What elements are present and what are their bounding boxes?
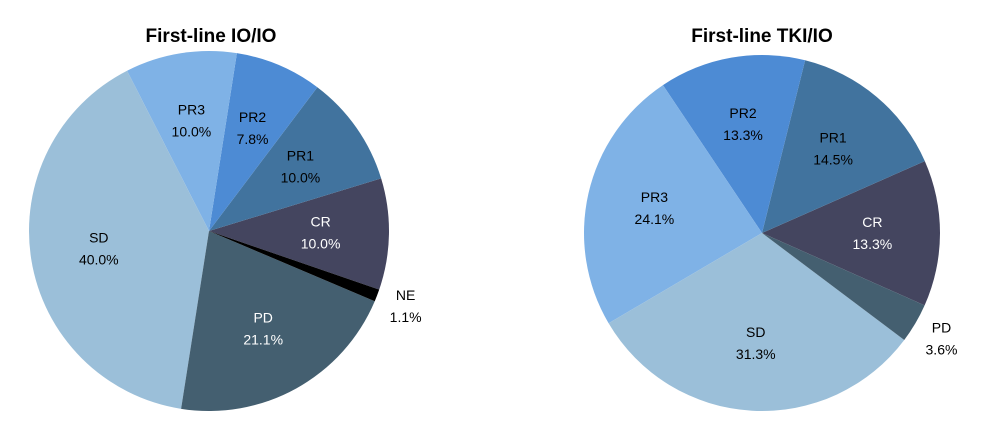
slice-value-label: 31.3% [736, 346, 776, 362]
slice-value-label: 24.1% [635, 211, 675, 227]
pie-slice [608, 233, 905, 411]
slice-label: PR2 [239, 109, 266, 125]
slice-value-label: 40.0% [79, 251, 119, 267]
pie-slice [28, 70, 209, 409]
slice-value-label: 21.1% [243, 331, 283, 347]
slice-label: PD [253, 309, 272, 325]
pie-slice [762, 161, 940, 306]
slice-label: CR [862, 214, 882, 230]
slice-value-label: 13.3% [723, 127, 763, 143]
chart-title: First-line IO/IO [146, 26, 277, 47]
slice-label: PD [932, 319, 951, 335]
slice-label: SD [89, 229, 108, 245]
pie-slice [584, 85, 762, 324]
slice-value-label: 7.8% [237, 131, 269, 147]
chart-title: First-line TKI/IO [691, 26, 832, 47]
slice-value-label: 10.0% [301, 236, 341, 252]
pie-slice [127, 50, 237, 231]
pie-slice [209, 87, 382, 231]
slice-value-label: 10.0% [172, 124, 212, 140]
slice-label: PR2 [729, 105, 756, 121]
pie-slice [762, 233, 925, 340]
slice-value-label: 3.6% [926, 341, 958, 357]
pie-slice [209, 178, 390, 290]
slice-label: PR3 [641, 189, 668, 205]
slice-label: PR1 [819, 129, 846, 145]
slice-label: NE [396, 287, 415, 303]
slice-label: SD [746, 324, 765, 340]
slice-label: PR1 [287, 148, 314, 164]
slice-label: CR [310, 214, 330, 230]
slice-value-label: 13.3% [853, 236, 893, 252]
slice-value-label: 1.1% [390, 309, 422, 325]
slice-value-label: 10.0% [281, 170, 321, 186]
pie-slice [209, 231, 380, 302]
slice-value-label: 14.5% [813, 151, 853, 167]
pie-slice [209, 53, 318, 231]
pie-slice [662, 55, 806, 234]
pie-slice [181, 231, 375, 411]
pie-slice [762, 60, 925, 234]
slice-label: PR3 [178, 102, 205, 118]
